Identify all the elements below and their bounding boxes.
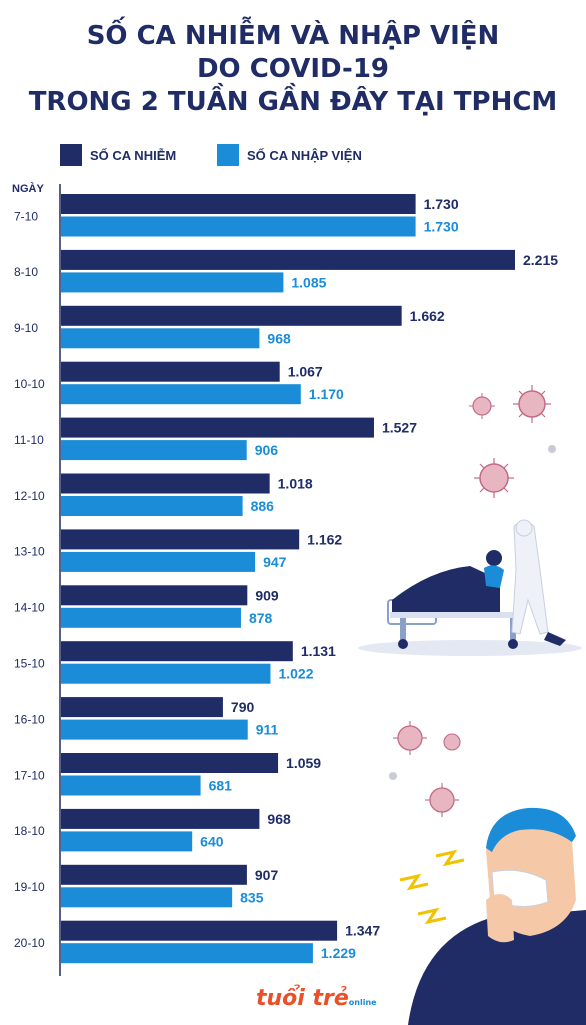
virus-icon — [393, 721, 427, 755]
category-label: 10-10 — [14, 377, 45, 391]
data-label-infected: 1.131 — [301, 643, 336, 659]
data-label-infected: 1.059 — [286, 755, 321, 771]
category-label: 11-10 — [14, 433, 44, 447]
legend-label-hospitalized: SỐ CA NHẬP VIỆN — [247, 147, 362, 163]
data-label-hospitalized: 906 — [255, 442, 279, 458]
virus-icon — [425, 783, 459, 817]
title-line-2: DO COVID-19 — [196, 54, 390, 84]
category-label: 13-10 — [14, 545, 45, 559]
virus-icon — [469, 393, 495, 419]
bar-infected — [61, 585, 248, 606]
data-label-infected: 968 — [267, 811, 291, 827]
bar-infected — [61, 194, 416, 214]
data-label-infected: 1.730 — [424, 196, 459, 212]
bar-hospitalized — [61, 384, 301, 405]
category-label: 18-10 — [14, 824, 45, 838]
bar-infected — [61, 697, 223, 718]
category-label: 14-10 — [14, 601, 45, 615]
data-label-infected: 1.662 — [410, 308, 445, 324]
bar-hospitalized — [61, 719, 248, 740]
y-axis-label: NGÀY — [12, 182, 44, 195]
data-label-infected: 1.067 — [288, 364, 323, 380]
bar-hospitalized — [61, 551, 256, 572]
bar-hospitalized — [61, 496, 243, 516]
logo-main: tuổi trẻ — [256, 986, 349, 1011]
title-line-1: SỐ CA NHIỄM VÀ NHẬP VIỆN — [86, 21, 500, 51]
data-label-hospitalized: 681 — [209, 778, 233, 794]
data-label-hospitalized: 886 — [251, 498, 275, 514]
bar-hospitalized — [61, 887, 233, 908]
category-label: 15-10 — [14, 656, 45, 670]
data-label-infected: 1.162 — [307, 531, 342, 547]
bar-hospitalized — [61, 328, 260, 349]
data-label-hospitalized: 1.730 — [424, 219, 459, 235]
bar-hospitalized — [61, 663, 271, 684]
bar-hospitalized — [61, 607, 241, 628]
category-label: 8-10 — [14, 265, 38, 279]
data-label-infected: 907 — [255, 867, 279, 883]
bar-infected — [61, 361, 280, 382]
category-label: 17-10 — [14, 768, 45, 782]
brand-logo: tuổi trẻonline — [256, 986, 377, 1011]
title-line-3: TRONG 2 TUẦN GẦN ĐÂY TẠI TPHCM — [28, 87, 558, 117]
virus-icon — [443, 733, 461, 751]
data-label-hospitalized: 835 — [240, 889, 264, 905]
legend-label-infected: SỐ CA NHIỄM — [90, 147, 177, 163]
chart-title: SỐ CA NHIỄM VÀ NHẬP VIỆN DO COVID-19 TRO… — [0, 20, 586, 119]
legend-item-hospitalized: SỐ CA NHẬP VIỆN — [217, 144, 362, 166]
category-label: 9-10 — [14, 321, 38, 335]
data-label-infected: 1.347 — [345, 923, 380, 939]
category-label: 19-10 — [14, 880, 45, 894]
coughing-man-illustration — [399, 807, 586, 1025]
bar-hospitalized — [61, 272, 284, 293]
category-label: 20-10 — [14, 936, 45, 950]
bar-infected — [61, 920, 338, 941]
data-label-hospitalized: 947 — [263, 554, 287, 570]
category-label: 12-10 — [14, 489, 45, 503]
virus-icon — [513, 385, 551, 423]
bar-infected — [61, 808, 260, 829]
data-label-infected: 1.018 — [278, 476, 313, 492]
bar-hospitalized — [61, 775, 201, 796]
category-label: 16-10 — [14, 712, 45, 726]
data-label-hospitalized: 1.085 — [291, 274, 326, 290]
data-label-infected: 2.215 — [523, 252, 558, 268]
data-label-hospitalized: 911 — [256, 722, 279, 738]
bar-infected — [61, 641, 293, 662]
bar-infected — [61, 529, 300, 550]
data-label-hospitalized: 1.022 — [278, 666, 313, 682]
hospital-bed-illustration — [358, 519, 582, 656]
data-label-infected: 909 — [255, 587, 279, 603]
virus-icon — [474, 458, 514, 498]
bar-infected — [61, 305, 402, 326]
bar-hospitalized — [61, 440, 247, 461]
bar-infected — [61, 249, 515, 270]
data-label-hospitalized: 640 — [200, 833, 224, 849]
bar-infected — [61, 417, 374, 438]
logo-sub: online — [348, 998, 377, 1007]
data-label-hospitalized: 1.170 — [309, 386, 344, 402]
data-label-hospitalized: 968 — [267, 330, 291, 346]
data-label-hospitalized: 1.229 — [321, 945, 356, 961]
legend-swatch-infected — [60, 144, 82, 166]
data-label-infected: 1.527 — [382, 420, 417, 436]
data-label-hospitalized: 878 — [249, 610, 273, 626]
category-label: 7-10 — [14, 209, 38, 223]
bar-infected — [61, 864, 247, 885]
legend-swatch-hospitalized — [217, 144, 239, 166]
bar-hospitalized — [61, 943, 313, 964]
legend-item-infected: SỐ CA NHIỄM — [60, 144, 176, 166]
bar-hospitalized — [61, 831, 193, 852]
data-label-infected: 790 — [231, 699, 255, 715]
bar-infected — [61, 473, 270, 494]
virus-icon — [389, 772, 397, 780]
bar-infected — [61, 753, 279, 773]
bar-hospitalized — [61, 216, 416, 237]
virus-icon — [548, 445, 556, 453]
